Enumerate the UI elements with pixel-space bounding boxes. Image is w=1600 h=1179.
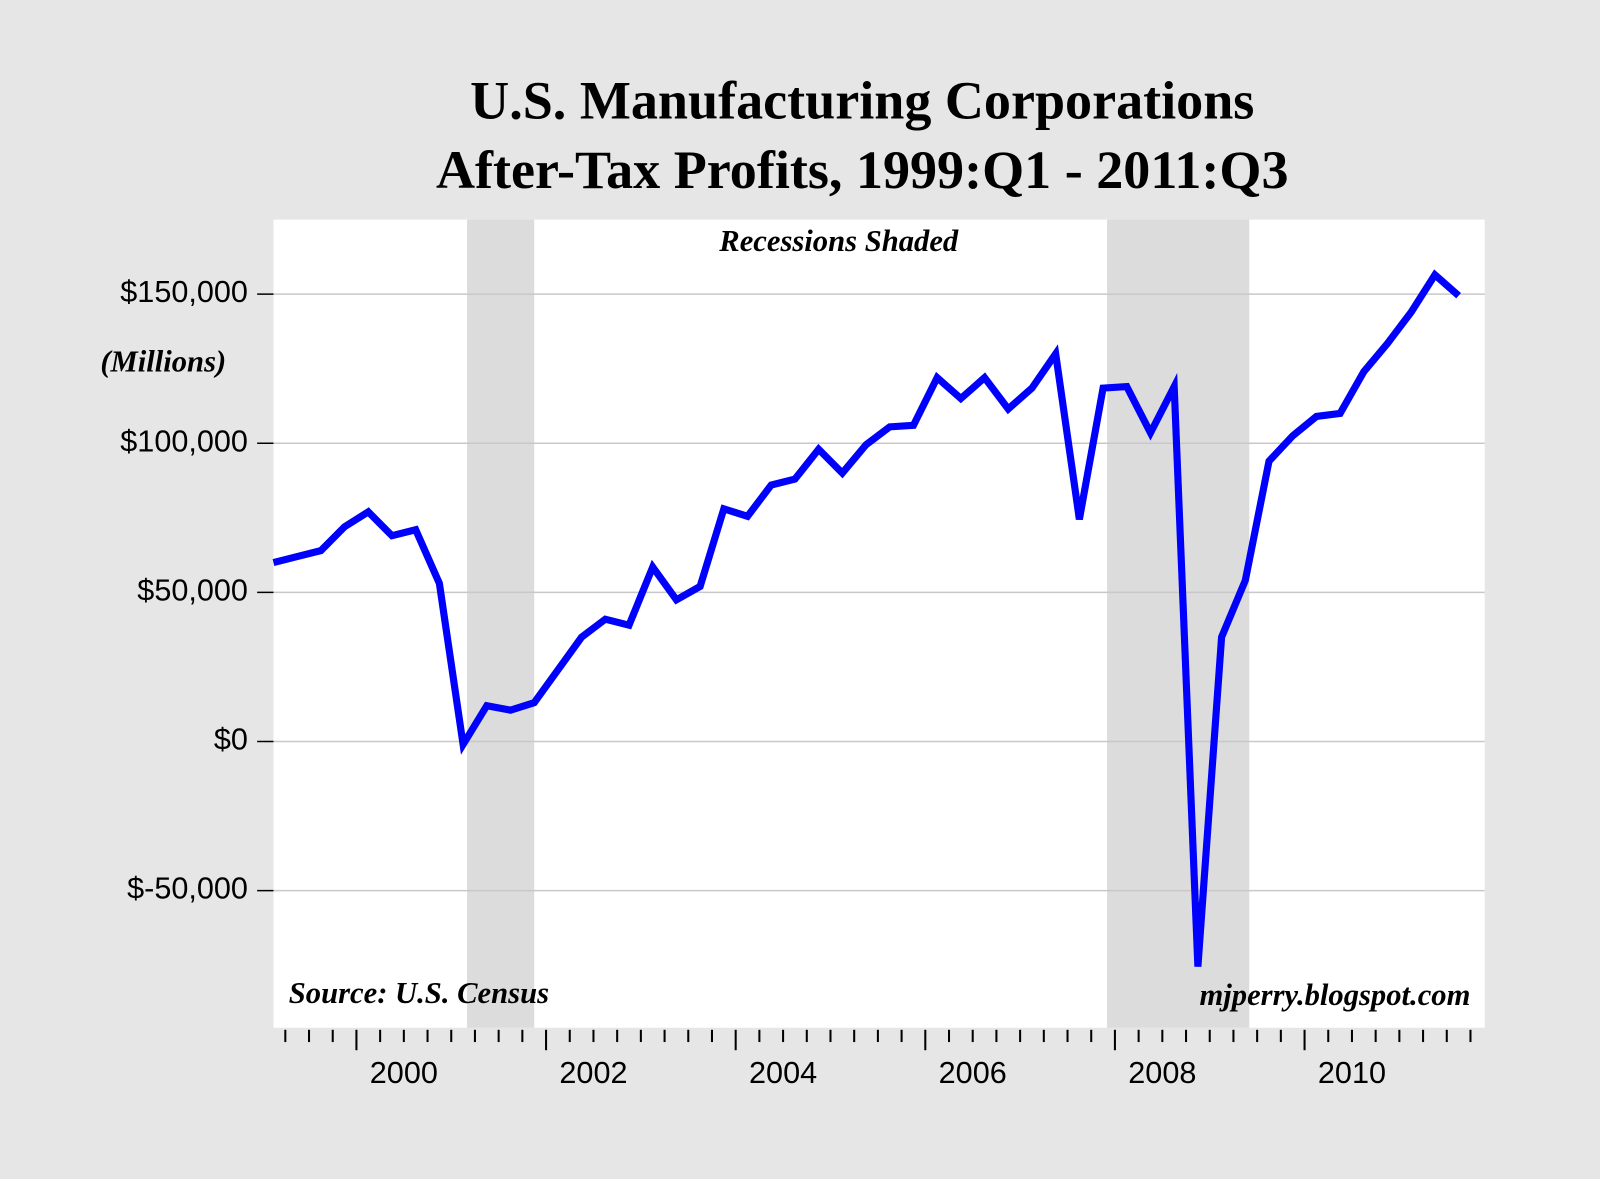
y-tick-label: $-50,000 bbox=[127, 872, 248, 906]
y-tick-label: $150,000 bbox=[120, 275, 248, 309]
annotation: Recessions Shaded bbox=[718, 224, 959, 258]
recession-band bbox=[467, 219, 535, 1028]
grid-layer: $-50,000 $0 $50,000 $100,000 $150,000 2000 200… bbox=[120, 275, 1485, 1090]
plot-area bbox=[273, 219, 1485, 1028]
y-axis-label: (Millions) bbox=[100, 345, 226, 379]
y-tick-label: $0 bbox=[214, 723, 248, 757]
data-line bbox=[272, 269, 1461, 967]
source-note: Source: U.S. Census bbox=[289, 976, 549, 1010]
x-tick-label: 2004 bbox=[749, 1056, 817, 1090]
credit-note: mjperry.blogspot.com bbox=[1199, 978, 1470, 1012]
x-tick-label: 2000 bbox=[370, 1056, 438, 1090]
line-layer bbox=[272, 269, 1461, 967]
x-tick-label: 2002 bbox=[559, 1056, 627, 1090]
y-tick-label: $100,000 bbox=[120, 424, 248, 458]
x-tick-label: 2006 bbox=[939, 1056, 1007, 1090]
x-tick-label: 2010 bbox=[1318, 1056, 1386, 1090]
y-tick-label: $50,000 bbox=[137, 573, 248, 607]
chart-title: U.S. Manufacturing Corporations bbox=[470, 71, 1254, 131]
chart-title: After-Tax Profits, 1999:Q1 - 2011:Q3 bbox=[436, 140, 1289, 200]
x-tick-label: 2008 bbox=[1128, 1056, 1196, 1090]
